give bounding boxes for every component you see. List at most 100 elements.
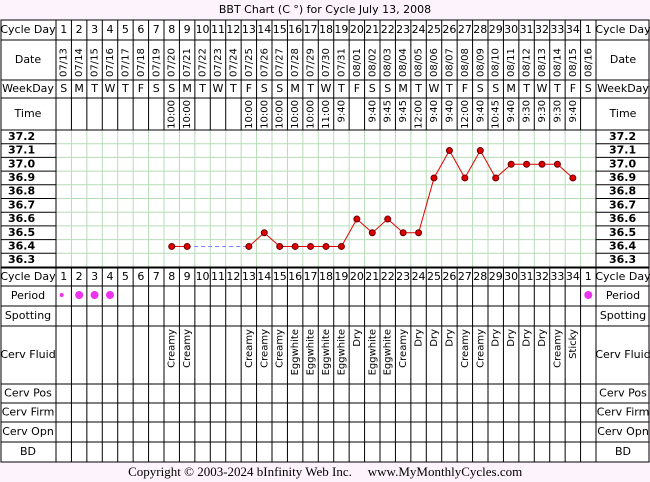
cerv-fluid: Creamy xyxy=(167,329,178,368)
y-tick-label: 36.3 xyxy=(8,253,35,266)
row-label: WeekDay xyxy=(2,82,54,95)
date: 07/13 xyxy=(59,48,70,77)
cycle-day: 33 xyxy=(550,270,564,283)
y-tick-label: 37.0 xyxy=(8,157,35,170)
time: 12:00 xyxy=(460,100,471,129)
cycle-day: 2 xyxy=(76,270,83,283)
y-tick-label: 36.8 xyxy=(609,185,636,198)
time: 9:45 xyxy=(398,100,409,122)
time: 10:00 xyxy=(306,100,317,129)
weekday: F xyxy=(570,82,576,95)
weekday: S xyxy=(153,82,160,95)
weekday: M xyxy=(398,82,408,95)
time: 10:00 xyxy=(259,100,270,129)
date: 08/15 xyxy=(568,48,579,77)
cycle-day: 16 xyxy=(288,23,302,36)
cycle-day: 29 xyxy=(489,270,503,283)
time: 9:40 xyxy=(475,100,486,122)
date: 07/22 xyxy=(198,48,209,77)
row-label: BD xyxy=(615,445,631,458)
temp-point xyxy=(183,242,191,250)
cerv-fluid: Creamy xyxy=(259,329,270,368)
cycle-day: 34 xyxy=(566,23,580,36)
cycle-day: 4 xyxy=(107,270,114,283)
weekday: T xyxy=(229,82,237,95)
time: 9:40 xyxy=(367,100,378,122)
weekday: T xyxy=(90,82,98,95)
row-label: Cycle Day xyxy=(595,270,650,283)
y-tick-label: 36.9 xyxy=(8,171,35,184)
cerv-fluid: Creamy xyxy=(275,329,286,368)
weekday: F xyxy=(354,82,360,95)
row-label: Cerv Pos xyxy=(599,387,647,400)
cycle-day: 8 xyxy=(168,23,175,36)
time: 9:40 xyxy=(429,100,440,122)
date: 07/21 xyxy=(182,48,193,77)
time: 10:45 xyxy=(491,100,502,129)
date: 08/07 xyxy=(444,48,455,77)
cycle-day: 1 xyxy=(60,270,67,283)
row-label: Cycle Day xyxy=(595,23,650,36)
row-label: Cerv Opn xyxy=(2,425,54,438)
y-tick-label: 36.5 xyxy=(609,226,636,239)
time: 11:00 xyxy=(321,100,332,129)
date: 07/14 xyxy=(74,48,85,77)
date: 07/25 xyxy=(244,48,255,77)
date: 08/12 xyxy=(522,48,533,77)
weekday: T xyxy=(198,82,206,95)
cycle-day: 12 xyxy=(226,23,240,36)
row-label: Spotting xyxy=(600,309,646,322)
cycle-day: 15 xyxy=(273,270,287,283)
time: 9:40 xyxy=(506,100,517,122)
period-dot xyxy=(90,291,99,299)
cycle-day: 32 xyxy=(535,23,549,36)
cerv-fluid: Eggwhite xyxy=(321,329,332,375)
cycle-day: 14 xyxy=(257,23,271,36)
cycle-day: 34 xyxy=(566,270,580,283)
y-tick-label: 37.2 xyxy=(609,130,636,143)
cerv-fluid: Dry xyxy=(429,329,440,347)
cycle-day: 3 xyxy=(91,270,98,283)
weekday: S xyxy=(384,82,391,95)
time: 9:40 xyxy=(444,100,455,122)
temp-point xyxy=(368,229,376,237)
temp-point xyxy=(245,242,253,250)
cycle-day: 27 xyxy=(458,23,472,36)
weekday: S xyxy=(168,82,175,95)
cycle-day: 5 xyxy=(122,23,129,36)
cycle-day: 25 xyxy=(427,270,441,283)
cycle-day: 13 xyxy=(242,23,256,36)
weekday: F xyxy=(462,82,468,95)
y-tick-label: 36.5 xyxy=(8,226,35,239)
row-label: Cerv Firm xyxy=(2,406,55,419)
cycle-day: 23 xyxy=(396,270,410,283)
date: 08/16 xyxy=(583,48,594,77)
cycle-day: 1 xyxy=(585,270,592,283)
date: 08/02 xyxy=(367,48,378,77)
temp-point xyxy=(399,229,407,237)
period-dot xyxy=(584,291,593,299)
cerv-fluid: Creamy xyxy=(460,329,471,368)
temp-point xyxy=(260,229,268,237)
date: 07/31 xyxy=(336,48,347,77)
temp-point xyxy=(445,147,453,155)
time: 10:00 xyxy=(182,100,193,129)
cerv-fluid: Eggwhite xyxy=(367,329,378,375)
date: 08/08 xyxy=(460,48,471,77)
row-label: Cerv Pos xyxy=(4,387,52,400)
y-tick-label: 36.9 xyxy=(609,171,636,184)
temp-point xyxy=(337,242,345,250)
weekday: T xyxy=(337,82,345,95)
cycle-day: 17 xyxy=(304,270,318,283)
table-body xyxy=(0,19,650,463)
cycle-day: 18 xyxy=(319,23,333,36)
weekday: S xyxy=(60,82,67,95)
date: 07/30 xyxy=(321,48,332,77)
row-label: Cycle Day xyxy=(0,23,56,36)
y-tick-label: 36.6 xyxy=(609,212,636,225)
temp-point xyxy=(168,242,176,250)
cycle-day: 19 xyxy=(334,23,348,36)
y-tick-label: 36.7 xyxy=(8,198,35,211)
date: 07/20 xyxy=(167,48,178,77)
weekday: S xyxy=(585,82,592,95)
